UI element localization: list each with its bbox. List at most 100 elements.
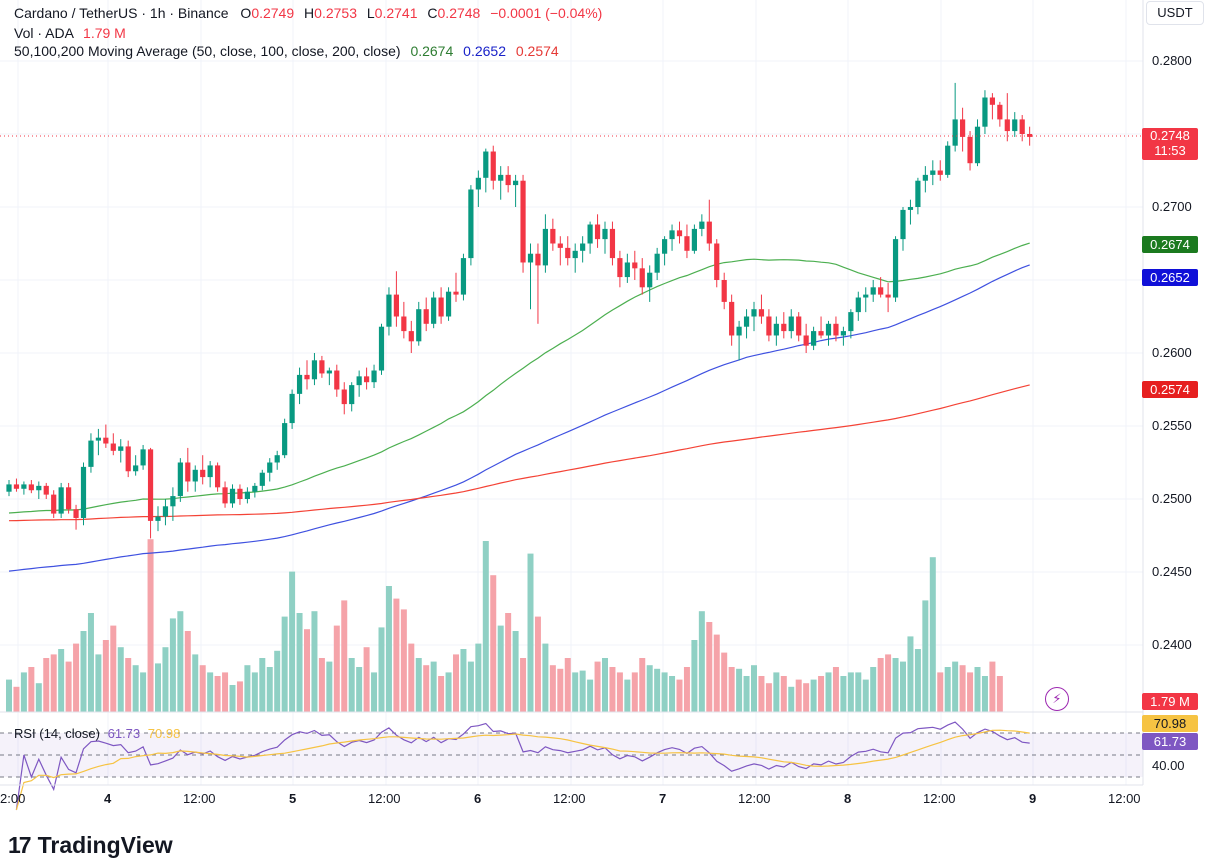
candle-body [803, 335, 809, 346]
rsi-label: RSI (14, close) [14, 726, 100, 741]
high-value: 0.2753 [314, 5, 357, 21]
candle-body [21, 484, 27, 489]
volume-bar [609, 667, 616, 712]
volume-bar [877, 658, 884, 712]
volume-bar [132, 665, 139, 712]
volume-bar [348, 658, 355, 712]
candle-body [669, 230, 675, 240]
volume-bars [6, 539, 1003, 712]
candle-body [736, 326, 742, 336]
volume-bar [788, 686, 795, 712]
candle-body [743, 316, 750, 327]
currency-button[interactable]: USDT [1146, 1, 1204, 25]
time-tick-label: 4 [104, 791, 112, 806]
candle-body [386, 294, 392, 327]
candle-countdown: 11:53 [1154, 143, 1186, 158]
time-tick-label: 12:00 [183, 791, 216, 806]
volume-bar [512, 631, 519, 712]
legend-volume[interactable]: Vol · ADA 1.79 M [14, 25, 126, 41]
tradingview-logo[interactable]: 17 TradingView [8, 832, 173, 859]
candle-body [483, 151, 489, 178]
volume-bar [795, 679, 802, 712]
candle-body [662, 239, 668, 254]
candle-body [222, 487, 228, 504]
candle-body [51, 494, 57, 514]
candle-body [952, 119, 958, 146]
candle-body [490, 151, 496, 181]
time-tick-label: 7 [659, 791, 667, 806]
volume-bar [192, 654, 199, 712]
volume-label: Vol · ADA [14, 25, 74, 41]
volume-bar [840, 676, 847, 712]
candle-body [788, 316, 794, 332]
candle-body [215, 465, 221, 488]
volume-bar [676, 679, 683, 712]
rsi-pane [0, 721, 1143, 811]
candle-body [766, 316, 772, 336]
price-tick-label: 0.2450 [1152, 564, 1192, 579]
volume-bar [616, 672, 623, 712]
candle-body [796, 316, 802, 336]
volume-bar [959, 665, 966, 712]
volume-bar [28, 667, 35, 712]
volume-value: 1.79 M [83, 25, 126, 41]
candle-body [617, 258, 623, 278]
candle-body [378, 326, 385, 371]
volume-bar [6, 679, 12, 712]
volume-bar [125, 658, 132, 712]
volume-bar [229, 685, 236, 712]
candle-body [170, 496, 176, 507]
time-tick-label: 6 [474, 791, 482, 806]
volume-bar [207, 672, 214, 712]
volume-bar [73, 643, 80, 712]
candle-body [572, 250, 578, 259]
candle-body [259, 472, 265, 486]
time-tick-label: 8 [844, 791, 852, 806]
price-tick-label: 0.2400 [1152, 637, 1192, 652]
volume-bar [430, 661, 437, 712]
candle-body [289, 393, 295, 424]
open-label: O [240, 5, 252, 21]
volume-bar [199, 665, 206, 712]
candle-body [751, 309, 757, 317]
candle-body [535, 253, 541, 266]
volume-bar [505, 613, 512, 712]
volume-bar [318, 658, 325, 712]
time-tick-label: 12:00 [738, 791, 771, 806]
rsi-line [15, 721, 1030, 811]
volume-bar [937, 672, 944, 712]
time-tick-label: 12:00 [368, 791, 401, 806]
volume-bar [542, 643, 549, 712]
candle-body [773, 323, 779, 336]
volume-bar [631, 672, 638, 712]
candle-body [110, 443, 116, 451]
volume-bar [862, 679, 869, 712]
volume-bar [520, 658, 527, 712]
candle-body [632, 262, 638, 269]
candle-body [647, 272, 653, 288]
candle-body [982, 97, 988, 127]
moving-averages [8, 242, 1030, 572]
candle-body [527, 253, 534, 263]
candle-body [520, 180, 526, 263]
legend-ma[interactable]: 50,100,200 Moving Average (50, close, 10… [14, 43, 559, 59]
lightning-icon[interactable]: ⚡ [1045, 687, 1069, 711]
candle-body [684, 236, 690, 251]
volume-bar [907, 636, 914, 712]
volume-bar [371, 672, 378, 712]
candle-body [118, 446, 124, 451]
legend-rsi[interactable]: RSI (14, close) 61.73 70.98 [14, 726, 180, 741]
volume-bar [892, 658, 899, 712]
volume-bar [989, 661, 996, 712]
volume-bar [110, 625, 117, 712]
candle-body [781, 323, 787, 332]
brand-name: TradingView [37, 832, 173, 858]
volume-bar [639, 658, 646, 712]
volume-bar [847, 672, 854, 712]
candle-body [319, 360, 325, 374]
candle-body [818, 331, 824, 336]
volume-bar [646, 665, 653, 712]
volume-bar [393, 598, 400, 712]
volume-bar [147, 539, 154, 712]
